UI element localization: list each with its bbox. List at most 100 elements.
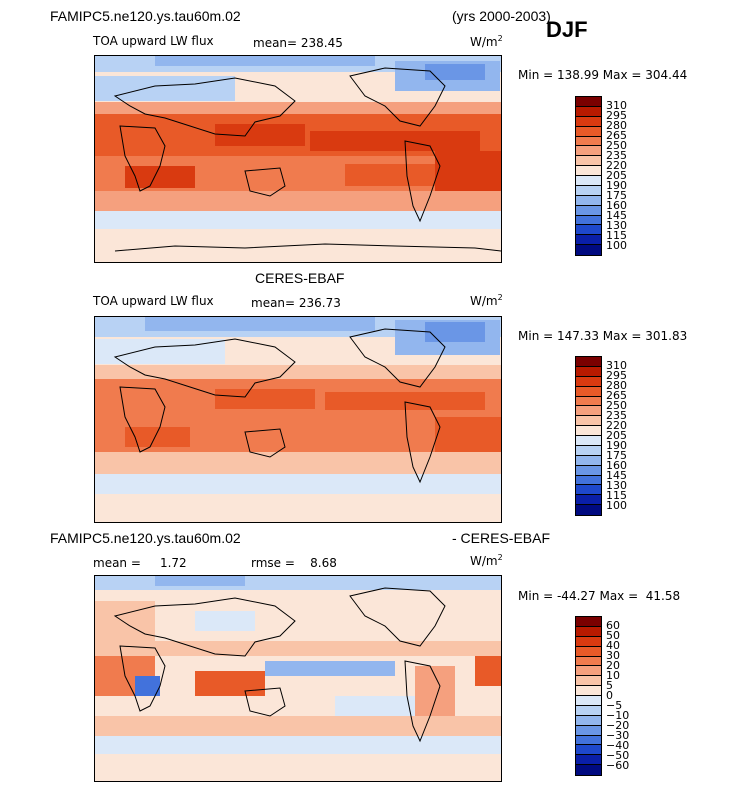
colorbar-swatch [576,205,601,216]
colorbar-swatch [576,126,601,137]
colorbar-tick-label: 40 [606,639,620,652]
colorbar-swatch [576,376,601,387]
panel1-mean: mean= 238.45 [253,36,343,50]
colorbar-swatch [576,626,601,637]
case-title: FAMIPC5.ne120.ys.tau60m.02 [50,8,241,24]
colorbar-swatch [576,106,601,117]
panel1-colorbar [575,96,602,256]
colorbar-swatch [576,686,601,696]
colorbar-tick-label: 295 [606,109,627,122]
colorbar-swatch [576,765,601,775]
colorbar-tick-label: −40 [606,739,630,752]
colorbar-tick-label: 100 [606,239,627,252]
colorbar-tick-label: 100 [606,499,627,512]
colorbar-swatch [576,725,601,736]
panel2-mean: mean= 236.73 [251,296,341,310]
panel2-variable: TOA upward LW flux [93,294,214,308]
colorbar-tick-label: 115 [606,229,627,242]
panel3-title-left: FAMIPC5.ne120.ys.tau60m.02 [50,530,241,546]
colorbar-swatch [576,185,601,196]
panel1-map [94,55,502,263]
colorbar-swatch [576,646,601,657]
colorbar-swatch [576,116,601,127]
colorbar-tick-label: 60 [606,619,620,632]
colorbar-swatch [576,396,601,407]
colorbar-swatch [576,715,601,726]
colorbar-swatch [576,225,601,236]
colorbar-tick-label: −20 [606,719,630,732]
panel2-map-svg [95,317,501,522]
colorbar-tick-label: 190 [606,439,627,452]
colorbar-swatch [576,656,601,667]
colorbar-swatch [576,445,601,456]
panel3-colorbar-labels: 60 50 40 30 20 10 5 0 −5 −10 −20 −30 −40 −50 −60 [606,616,646,776]
colorbar-tick-label: −30 [606,729,630,742]
colorbar-tick-label: 130 [606,479,627,492]
colorbar-tick-label: −5 [606,699,623,712]
colorbar-tick-label: 235 [606,149,627,162]
panel3-units: W/m2 [470,553,503,568]
panel3-rmse: rmse = 8.68 [251,556,337,570]
colorbar-tick-label: 280 [606,379,627,392]
colorbar-swatch [576,745,601,756]
colorbar-swatch [576,386,601,397]
colorbar-tick-label: 310 [606,99,627,112]
colorbar-swatch [576,475,601,486]
colorbar-swatch [576,357,601,367]
colorbar-tick-label: 250 [606,139,627,152]
panel2-map [94,316,502,523]
colorbar-tick-label: 220 [606,159,627,172]
colorbar-swatch [576,406,601,417]
panel2-minmax: Min = 147.33 Max = 301.83 [518,329,688,343]
colorbar-swatch [576,97,601,107]
colorbar-tick-label: −60 [606,759,630,772]
colorbar-swatch [576,755,601,766]
colorbar-tick-label: 20 [606,659,620,672]
panel2-title: CERES-EBAF [255,270,345,286]
panel3-map [94,575,502,782]
colorbar-swatch [576,426,601,436]
colorbar-swatch [576,705,601,716]
colorbar-tick-label: 145 [606,469,627,482]
colorbar-swatch [576,215,601,226]
colorbar-swatch [576,465,601,476]
colorbar-swatch [576,666,601,677]
colorbar-swatch [576,455,601,466]
colorbar-swatch [576,136,601,147]
colorbar-tick-label: 160 [606,459,627,472]
years-label: (yrs 2000-2003) [452,8,551,24]
colorbar-swatch [576,495,601,506]
panel2-colorbar [575,356,602,516]
colorbar-swatch [576,436,601,446]
colorbar-tick-label: 175 [606,189,627,202]
colorbar-swatch [576,166,601,176]
colorbar-tick-label: 295 [606,369,627,382]
colorbar-tick-label: 50 [606,629,620,642]
panel3-colorbar [575,616,602,776]
colorbar-tick-label: 130 [606,219,627,232]
colorbar-swatch [576,416,601,427]
panel3-minmax: Min = -44.27 Max = 41.58 [518,589,681,603]
colorbar-swatch [576,366,601,377]
panel3-mean: mean = 1.72 [93,556,187,570]
colorbar-swatch [576,505,601,515]
colorbar-swatch [576,735,601,746]
colorbar-swatch [576,235,601,246]
colorbar-tick-label: 280 [606,119,627,132]
panel2-units: W/m2 [470,293,503,308]
colorbar-swatch [576,176,601,186]
panel1-minmax: Min = 138.99 Max = 304.44 [518,68,688,82]
colorbar-tick-label: 190 [606,179,627,192]
colorbar-tick-label: −50 [606,749,630,762]
colorbar-tick-label: 115 [606,489,627,502]
colorbar-swatch [576,485,601,496]
season-label: DJF [546,17,588,42]
colorbar-tick-label: 220 [606,419,627,432]
colorbar-tick-label: 5 [606,679,613,692]
colorbar-tick-label: 250 [606,399,627,412]
panel3-title-right: - CERES-EBAF [452,530,551,546]
colorbar-tick-label: 30 [606,649,620,662]
colorbar-tick-label: 10 [606,669,620,682]
panel1-map-svg [95,56,501,262]
panel3-map-svg [95,576,501,781]
